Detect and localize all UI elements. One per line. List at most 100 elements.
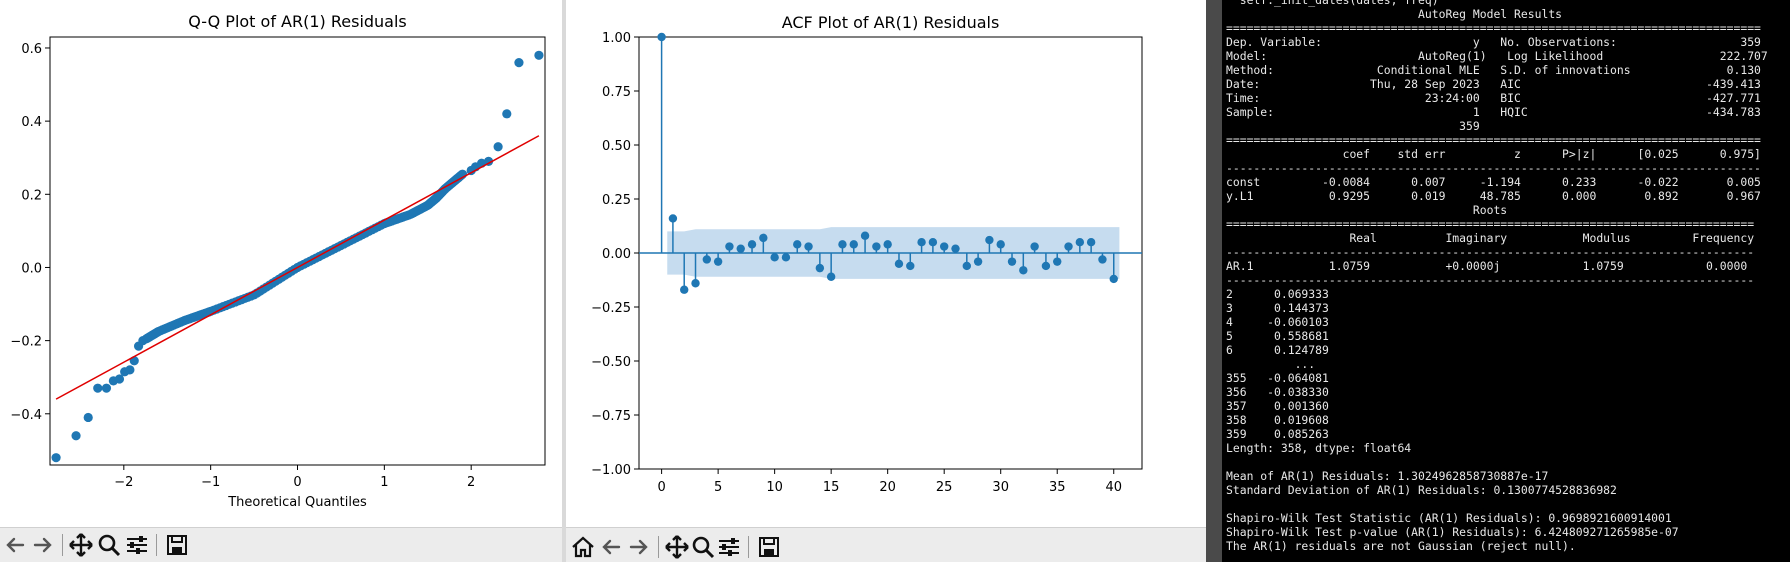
terminal-line: The AR(1) residuals are not Gaussian (re… [1226,539,1576,553]
qq-point [101,383,112,393]
acf-point [838,240,847,249]
pan-button[interactable] [68,532,94,558]
terminal-line: Roots [1226,203,1508,217]
qq-x-axis-label: Theoretical Quantiles [227,495,367,510]
terminal-line: Method: Conditional MLE S.D. of innovati… [1226,63,1761,77]
acf-plot-window: ACF Plot of AR(1) Residuals 0 5 10 15 20 25 30… [566,0,1206,562]
zoom-icon [692,536,715,559]
x-tick-label: 2 [467,475,475,490]
y-tick-label: 0.50 [602,139,631,154]
terminal-line: 356 -0.038330 [1226,385,1329,399]
x-tick-label: −2 [114,475,133,490]
terminal-window[interactable]: self._init_dates(dates, freq) AutoReg Mo… [1222,0,1790,562]
x-tick-label: −1 [201,475,220,490]
configure-subplots-icon [127,536,147,554]
terminal-line: self._init_dates(dates, freq) [1226,0,1439,7]
configure-subplots-button[interactable] [124,532,150,558]
qq-point [534,50,544,60]
pan-icon [665,535,689,559]
acf-point [1041,261,1051,271]
y-tick-label: 0.00 [602,247,631,262]
acf-point [951,244,960,253]
terminal-line: ----------------------------------------… [1226,273,1755,287]
y-tick-label: 0.25 [602,193,631,208]
acf-point [917,238,926,247]
terminal-line: ========================================… [1226,133,1761,147]
acf-point [1030,242,1039,251]
terminal-line: Standard Deviation of AR(1) Residuals: 0… [1226,483,1617,497]
x-tick-label: 20 [879,480,896,495]
terminal-line: 355 -0.064081 [1226,371,1329,385]
acf-point [747,240,757,249]
y-tick-label: 0.6 [21,42,42,57]
acf-point [985,235,994,245]
zoom-button[interactable] [690,534,716,560]
terminal-line: 359 0.085263 [1226,427,1329,441]
acf-point [680,285,689,294]
terminal-line: Model: AutoReg(1) Log Likelihood 222.707 [1226,49,1768,63]
acf-point [939,242,949,251]
qq-point [83,412,93,423]
acf-point [691,279,700,288]
forward-arrow-icon [629,539,648,555]
terminal-line: 3 0.144373 [1226,301,1329,315]
back-arrow-icon [6,537,25,553]
x-tick-label: 10 [766,480,783,495]
qq-point [114,374,125,384]
acf-point [872,242,881,251]
acf-point [883,240,892,249]
qq-point [502,109,512,119]
qq-plot-axes [49,36,546,466]
toolbar-separator [748,536,749,558]
y-tick-label: −0.50 [591,355,631,370]
acf-point [894,259,904,268]
terminal-line: Real Imaginary Modulus Frequency [1226,231,1755,245]
terminal-line: Date: Thu, 28 Sep 2023 AIC -439.413 [1226,77,1761,91]
acf-point [996,240,1005,249]
acf-point [928,238,938,247]
toolbar-separator [62,534,63,556]
pan-icon [69,533,93,557]
back-button[interactable] [598,534,624,560]
terminal-line: ----------------------------------------… [1226,161,1761,175]
acf-point [725,242,734,251]
terminal-line: Sample: 1 HQIC -434.783 [1226,105,1761,119]
x-tick-label: 15 [823,480,840,495]
save-button[interactable] [164,532,190,558]
terminal-line: 359 [1226,119,1480,133]
terminal-line: ========================================… [1226,217,1755,231]
forward-button[interactable] [30,532,56,558]
save-button[interactable] [756,534,782,560]
qq-point [93,383,103,393]
acf-point [1098,255,1107,264]
save-icon [759,537,779,557]
x-tick-label: 25 [936,480,953,495]
home-button[interactable] [570,534,596,560]
terminal-line [1226,455,1790,469]
x-tick-label: 5 [714,480,722,495]
terminal-line: ... [1226,357,1316,371]
acf-point [702,255,712,264]
acf-point [962,261,971,271]
acf-point [860,231,870,240]
forward-button[interactable] [626,534,652,560]
y-tick-label: −0.75 [591,409,631,424]
configure-subplots-button[interactable] [716,534,742,560]
acf-plot-figure: ACF Plot of AR(1) Residuals 0 5 10 15 20 25 30… [591,13,1143,495]
y-tick-label: 0.0 [21,261,42,276]
pan-button[interactable] [664,534,690,560]
terminal-line: Length: 358, dtype: float64 [1226,441,1412,455]
x-tick-label: 40 [1105,480,1122,495]
terminal-line: 2 0.069333 [1226,287,1329,301]
y-tick-label: −0.2 [10,335,42,350]
qq-reference-line [55,135,540,400]
qq-point [514,58,524,68]
back-button[interactable] [2,532,28,558]
acf-point [793,240,802,249]
terminal-output: self._init_dates(dates, freq) AutoReg Mo… [1226,0,1790,562]
terminal-line: y.L1 0.9295 0.019 48.785 0.000 0.892 0.9… [1226,189,1761,203]
y-tick-label: 0.75 [602,85,631,100]
terminal-line: AutoReg Model Results [1226,7,1563,21]
acf-point [736,244,745,253]
zoom-button[interactable] [96,532,122,558]
